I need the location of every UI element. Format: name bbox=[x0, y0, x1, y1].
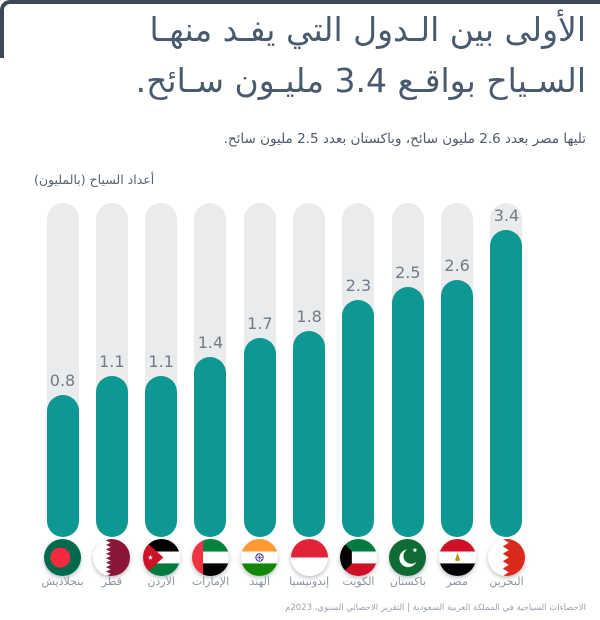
flag-icon-qatar bbox=[93, 539, 131, 576]
bar-value-label: 1.1 bbox=[99, 352, 125, 371]
bar-value-label: 1.7 bbox=[247, 314, 273, 333]
bar-track: 1.8 bbox=[293, 203, 326, 537]
country-label: الهند bbox=[249, 575, 271, 588]
bar-value-label: 2.5 bbox=[395, 263, 421, 282]
bar-track: 1.1 bbox=[145, 203, 178, 537]
bar-value-label: 3.4 bbox=[493, 206, 520, 225]
flag-icon-kuwait bbox=[339, 539, 377, 576]
country-label: بنجلاديش bbox=[41, 575, 84, 588]
bar-value-label: 2.3 bbox=[345, 276, 372, 295]
bar-track: 2.5 bbox=[391, 203, 424, 537]
flag-icon-uae bbox=[191, 539, 229, 576]
flag-icon-egypt bbox=[438, 539, 476, 576]
bar-fill bbox=[342, 300, 375, 537]
page-subtitle: تليها مصر بعدد 2.6 مليون سائح، وباكستان … bbox=[223, 131, 586, 147]
bar-track: 1.7 bbox=[243, 203, 276, 537]
bar-value-label: 0.8 bbox=[49, 371, 76, 390]
bar-value-label: 2.6 bbox=[444, 256, 470, 275]
bar-track: 2.3 bbox=[342, 203, 375, 537]
bar-value-label: 1.4 bbox=[197, 333, 224, 352]
bar-fill bbox=[194, 357, 227, 537]
bar-fill bbox=[243, 338, 276, 537]
country-label: إندونيسيا bbox=[289, 575, 330, 588]
y-axis-label: أعداد السياح (بالمليون) bbox=[34, 172, 155, 187]
country-label: باكستان bbox=[389, 575, 426, 588]
flag-icon-pakistan bbox=[389, 539, 427, 576]
bar-track: 1.1 bbox=[95, 203, 128, 537]
flag-icon-bangladesh bbox=[44, 539, 81, 576]
bar-track: 0.8 bbox=[46, 203, 79, 537]
page-title-line2: السـياح بواقـع 3.4 مليـون سـائح. bbox=[135, 61, 586, 100]
country-label: مصر bbox=[446, 575, 468, 588]
flag-icon-indonesia bbox=[290, 539, 328, 576]
country-label: الإمارات bbox=[191, 575, 230, 588]
flag-icon-india bbox=[241, 539, 279, 576]
bar-track: 2.6 bbox=[441, 203, 474, 537]
page-title: الأولى بين الـدول التي يفـد منهـا السـيا… bbox=[8, 4, 586, 106]
country-label: قطر bbox=[101, 575, 122, 588]
bar-fill bbox=[95, 376, 128, 537]
page-title-line1: الأولى بين الـدول التي يفـد منهـا bbox=[149, 10, 586, 49]
source-note: الاحصاءات السياحية في المملكة العربية ال… bbox=[285, 603, 586, 613]
bar-fill bbox=[293, 331, 326, 537]
country-label: البحرين bbox=[489, 575, 524, 588]
bar-value-label: 1.1 bbox=[148, 352, 174, 371]
bar-value-label: 1.8 bbox=[296, 307, 322, 326]
bar-fill bbox=[391, 287, 424, 537]
bar-track: 3.4 bbox=[490, 203, 523, 537]
bar-fill bbox=[145, 376, 178, 537]
bar-fill bbox=[46, 395, 79, 537]
bar-fill bbox=[441, 280, 474, 537]
bar-track: 1.4 bbox=[194, 203, 227, 537]
flag-icon-jordan bbox=[142, 539, 180, 576]
flag-icon-bahrain bbox=[487, 539, 525, 576]
bar-fill bbox=[490, 230, 523, 537]
country-label: الأردن bbox=[147, 575, 175, 588]
country-label: الكويت bbox=[342, 575, 375, 588]
